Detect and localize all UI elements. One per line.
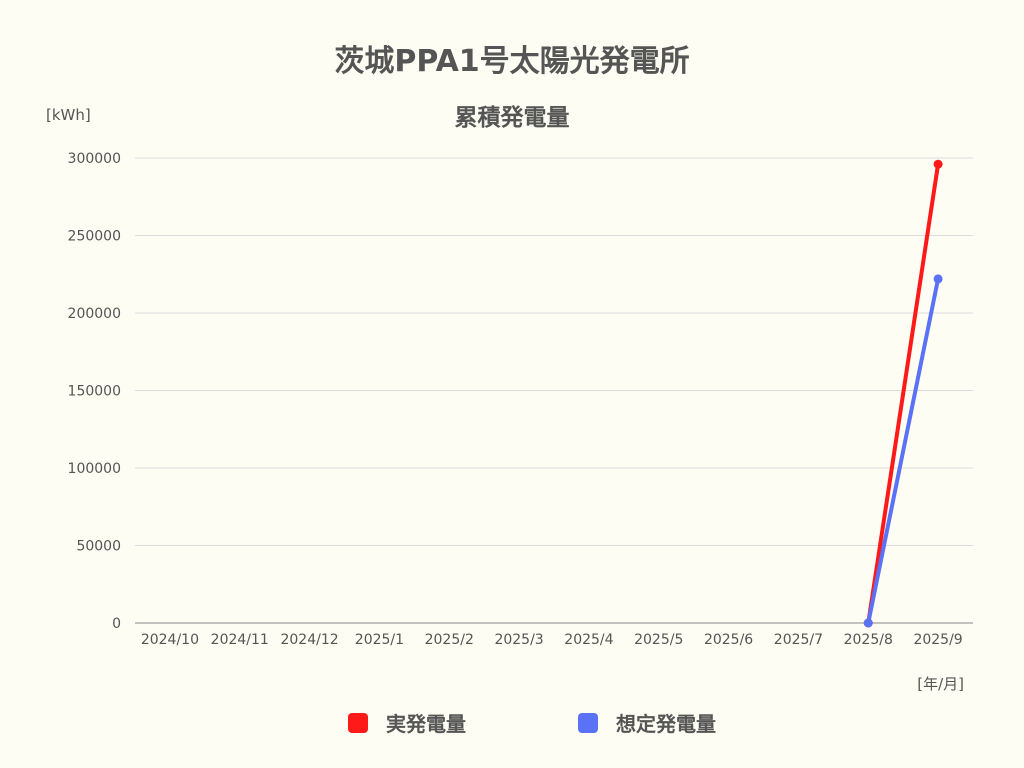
data-point-1 — [933, 274, 943, 284]
series-line-0 — [866, 162, 941, 625]
x-axis-unit-label: [年/月] — [917, 675, 964, 693]
x-tick-label: 2025/2 — [425, 632, 474, 648]
legend-swatch-expected — [578, 712, 598, 733]
x-tick-label: 2024/10 — [141, 632, 199, 648]
y-axis-unit-label: [kWh] — [46, 106, 91, 124]
y-tick-label: 50000 — [76, 539, 121, 555]
x-tick-label: 2025/6 — [704, 632, 753, 648]
x-tick-label: 2025/8 — [844, 632, 893, 648]
x-tick-label: 2024/12 — [280, 632, 338, 648]
y-tick-label: 250000 — [68, 229, 121, 245]
chart-subtitle: 累積発電量 — [454, 105, 570, 131]
series-line-1 — [866, 276, 941, 625]
chart-title: 茨城PPA1号太陽光発電所 — [334, 44, 690, 79]
y-tick-label: 100000 — [68, 461, 121, 477]
legend-swatch-actual — [348, 712, 368, 733]
x-tick-label: 2024/11 — [211, 632, 269, 648]
x-tick-label: 2025/7 — [774, 632, 823, 648]
y-tick-label: 300000 — [68, 151, 121, 167]
legend-label-actual: 実発電量 — [386, 712, 466, 736]
x-tick-label: 2025/9 — [913, 632, 962, 648]
data-point-1 — [863, 618, 873, 628]
legend-item-actual: 実発電量 — [348, 708, 466, 737]
y-tick-label: 200000 — [68, 306, 121, 322]
x-tick-label: 2025/1 — [355, 632, 404, 648]
x-tick-label: 2025/5 — [634, 632, 683, 648]
data-point-0 — [933, 159, 943, 169]
y-tick-label: 0 — [112, 616, 121, 632]
x-tick-label: 2025/4 — [564, 632, 613, 648]
legend-label-expected: 想定発電量 — [616, 712, 716, 736]
legend: 実発電量 想定発電量 — [0, 708, 1024, 738]
y-tick-label: 150000 — [68, 384, 121, 400]
legend-item-expected: 想定発電量 — [578, 708, 716, 737]
x-tick-label: 2025/3 — [494, 632, 543, 648]
